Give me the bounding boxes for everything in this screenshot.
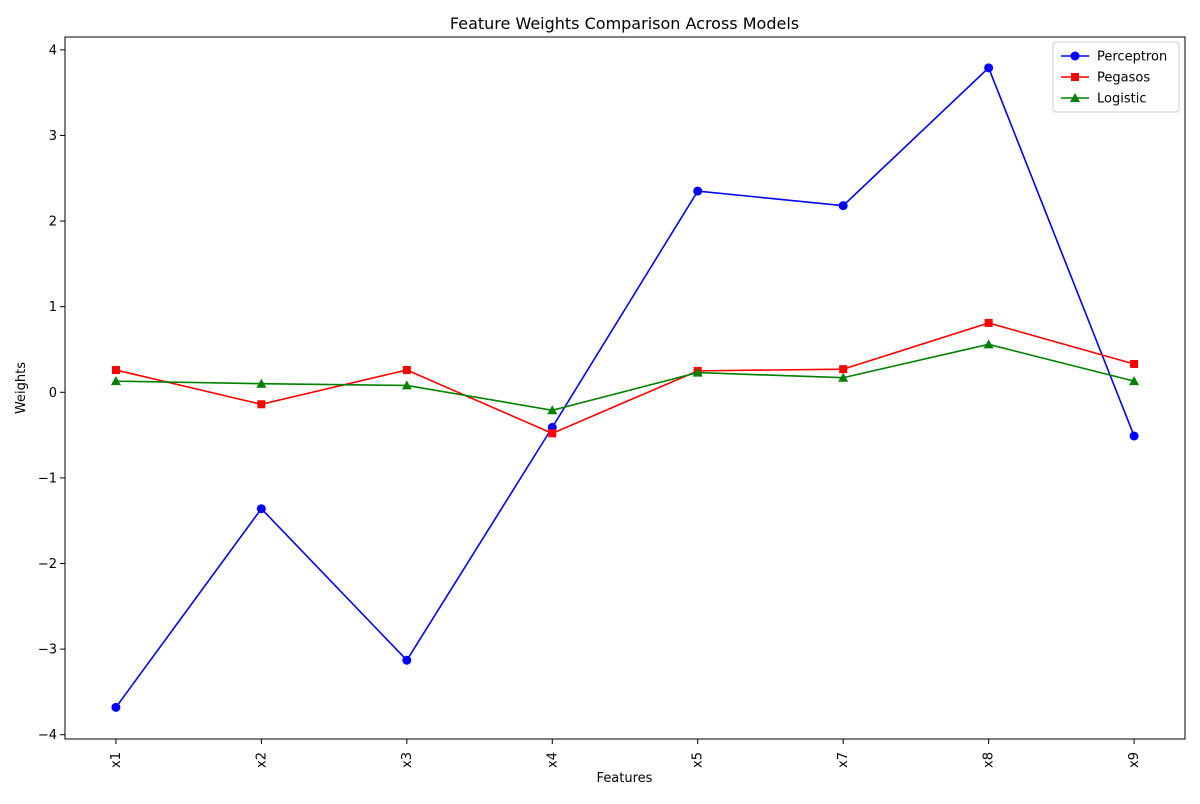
series-line-pegasos xyxy=(115,322,1135,435)
x-axis-label: Features xyxy=(597,771,653,786)
data-point-logistic xyxy=(110,376,121,386)
legend-marker-logistic xyxy=(1070,93,1080,102)
plot-area xyxy=(110,63,1140,712)
y-tick-label: −1 xyxy=(38,471,57,486)
y-tick-label: −3 xyxy=(38,643,57,658)
data-point-pegasos xyxy=(984,318,993,327)
legend-label-pegasos: Pegasos xyxy=(1097,71,1150,86)
plot-frame xyxy=(64,36,1186,740)
data-point-logistic xyxy=(983,339,994,349)
legend-marker-pegasos xyxy=(1071,73,1079,81)
data-point-logistic xyxy=(547,405,558,415)
chart-title: Feature Weights Comparison Across Models xyxy=(450,14,799,33)
legend-box xyxy=(1052,41,1180,113)
x-tick-label: x5 xyxy=(691,752,706,768)
data-point-perceptron xyxy=(256,504,266,514)
data-point-logistic xyxy=(838,372,849,382)
y-tick-label: −2 xyxy=(38,557,57,572)
x-tick-label: x7 xyxy=(836,752,851,768)
legend-label-perceptron: Perceptron xyxy=(1097,50,1167,65)
data-point-perceptron xyxy=(693,186,703,196)
x-tick-label: x2 xyxy=(254,752,269,768)
series-line-perceptron xyxy=(115,66,1135,708)
data-point-logistic xyxy=(256,378,267,388)
y-axis: −4 −3 −2 −1 0 1 2 3 4 xyxy=(38,43,65,743)
data-point-perceptron xyxy=(1129,431,1139,441)
y-tick-label: 0 xyxy=(49,386,57,401)
data-point-pegasos xyxy=(548,429,557,438)
data-point-pegasos xyxy=(111,366,120,375)
legend-label-logistic: Logistic xyxy=(1097,92,1146,107)
data-point-perceptron xyxy=(838,201,848,211)
legend: Perceptron Pegasos Logistic xyxy=(1052,41,1180,113)
data-point-perceptron xyxy=(984,63,994,73)
y-tick-label: 1 xyxy=(49,300,57,315)
y-tick-label: −4 xyxy=(38,728,57,743)
x-axis: x1 x2 x3 x4 x5 x7 x8 x9 xyxy=(109,739,1142,768)
data-point-pegasos xyxy=(402,366,411,375)
series-line-logistic xyxy=(115,343,1135,412)
legend-marker-perceptron xyxy=(1070,51,1080,61)
y-tick-label: 3 xyxy=(49,129,57,144)
data-point-logistic xyxy=(692,367,703,377)
y-tick-label: 2 xyxy=(49,215,57,230)
data-point-perceptron xyxy=(402,655,412,665)
x-tick-label: x1 xyxy=(109,752,124,768)
data-point-pegasos xyxy=(1130,360,1139,369)
data-point-pegasos xyxy=(839,365,848,374)
data-point-pegasos xyxy=(257,400,266,409)
x-tick-label: x8 xyxy=(982,752,997,768)
y-tick-label: 4 xyxy=(49,43,57,58)
x-tick-label: x9 xyxy=(1127,752,1142,768)
y-axis-label: Weights xyxy=(14,362,29,414)
x-tick-label: x4 xyxy=(545,752,560,768)
data-point-perceptron xyxy=(111,702,121,712)
data-point-logistic xyxy=(1129,376,1140,386)
data-point-logistic xyxy=(401,380,412,390)
x-tick-label: x3 xyxy=(400,752,415,768)
